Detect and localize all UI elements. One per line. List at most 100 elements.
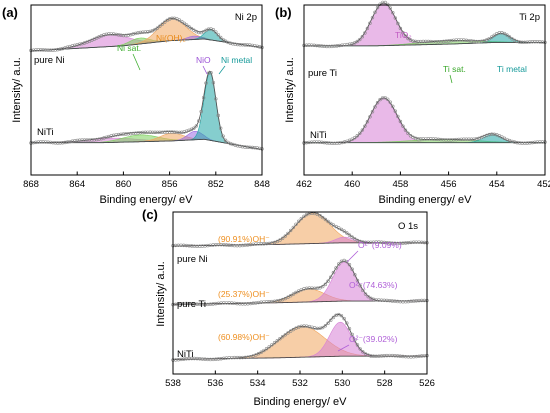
- data-point: [391, 11, 395, 15]
- data-point: [160, 130, 165, 134]
- data-point: [350, 267, 354, 271]
- data-point: [296, 289, 301, 293]
- data-point: [36, 48, 40, 52]
- data-point: [353, 136, 357, 140]
- x-tick-label-b-0: 462: [296, 179, 312, 190]
- data-point: [507, 35, 512, 39]
- data-point: [280, 335, 285, 339]
- data-point: [378, 2, 382, 6]
- x-tick-label-c-2: 534: [250, 378, 266, 389]
- data-point: [329, 221, 333, 226]
- data-point: [321, 284, 325, 289]
- data-point: [46, 140, 50, 144]
- data-point: [388, 6, 392, 10]
- data-point: [388, 100, 392, 104]
- panel-a-label-nio: NiO: [196, 55, 211, 65]
- data-point: [331, 315, 336, 320]
- data-point: [375, 101, 380, 105]
- data-point: [262, 348, 266, 353]
- data-point: [406, 131, 410, 136]
- data-point: [248, 145, 252, 150]
- data-point: [264, 346, 269, 351]
- data-point: [286, 231, 290, 236]
- x-tick-label-c-3: 532: [292, 378, 308, 389]
- data-point: [393, 109, 398, 113]
- data-point: [278, 238, 282, 242]
- data-point: [339, 227, 344, 232]
- data-point: [294, 326, 298, 330]
- panel-a-y-axis-title: Intensity/ a.u.: [11, 57, 23, 122]
- panel-c-region-label: O 1s: [398, 221, 418, 232]
- panel-b-letter: (b): [275, 5, 292, 20]
- panel-a-label-ni-metal: Ni metal: [221, 55, 252, 65]
- data-point: [396, 114, 400, 119]
- data-point: [199, 109, 203, 114]
- data-point: [146, 30, 150, 34]
- data-point: [148, 130, 152, 134]
- data-point: [177, 130, 182, 135]
- panel-c-label-pure-ni-oh: (90.91%)OH⁻: [218, 234, 270, 244]
- data-point: [233, 42, 237, 46]
- x-tick-label-a-1: 864: [69, 179, 85, 190]
- data-point: [323, 282, 328, 287]
- series-b-1: [302, 96, 547, 146]
- data-point: [48, 48, 53, 52]
- data-point: [85, 138, 89, 142]
- data-point: [398, 26, 403, 31]
- data-point: [373, 105, 377, 109]
- series-b-0: [302, 0, 547, 49]
- data-point: [235, 42, 240, 47]
- data-point: [294, 222, 298, 226]
- data-point: [270, 343, 274, 347]
- data-point: [116, 33, 121, 37]
- series-a-0: [29, 16, 264, 53]
- data-point: [406, 36, 410, 41]
- data-point: [294, 290, 298, 295]
- data-point: [199, 30, 203, 35]
- panel-b-pointer-ti-sat: [449, 74, 453, 84]
- panel-c-letter: (c): [142, 207, 158, 222]
- data-point: [286, 331, 290, 335]
- data-point: [302, 214, 306, 219]
- data-point: [36, 140, 40, 144]
- data-point: [326, 219, 330, 224]
- data-point: [345, 321, 349, 325]
- data-point: [138, 130, 143, 135]
- data-point: [365, 26, 370, 31]
- panel-c-plot: [171, 211, 429, 362]
- data-point: [288, 228, 293, 233]
- panel-a-pointer-ni-sat: [132, 53, 141, 71]
- data-point: [408, 38, 413, 42]
- background-line-a-0: [30, 38, 263, 52]
- data-point: [353, 338, 357, 342]
- data-point: [77, 138, 82, 142]
- data-point: [34, 48, 38, 52]
- data-point: [119, 132, 123, 137]
- data-point: [39, 48, 43, 52]
- peak-component-b-1-0: [304, 98, 545, 143]
- data-point: [31, 140, 36, 145]
- data-point: [495, 32, 499, 36]
- data-point: [342, 229, 346, 233]
- data-point: [378, 97, 382, 102]
- data-point: [167, 17, 172, 21]
- data-point: [165, 130, 169, 134]
- data-point: [43, 140, 48, 144]
- data-point: [51, 140, 55, 145]
- x-tick-label-c-0: 538: [165, 378, 181, 389]
- panel-b-label-ti-metal: Ti metal: [497, 64, 527, 74]
- data-point: [358, 347, 362, 351]
- data-point: [353, 237, 357, 241]
- data-point: [150, 130, 155, 134]
- data-point: [58, 141, 62, 145]
- series-c-1: [171, 258, 429, 307]
- data-point: [345, 259, 349, 264]
- series-c-0: [171, 211, 429, 248]
- panel-b-x-axis-title: Binding energy/ eV: [379, 194, 473, 206]
- data-point: [355, 343, 360, 347]
- panel-c-ticks: 538 536 534 532 530 528 526: [165, 370, 435, 389]
- data-point: [94, 137, 99, 142]
- data-point: [146, 130, 150, 134]
- data-point: [240, 43, 245, 47]
- data-point: [350, 332, 354, 337]
